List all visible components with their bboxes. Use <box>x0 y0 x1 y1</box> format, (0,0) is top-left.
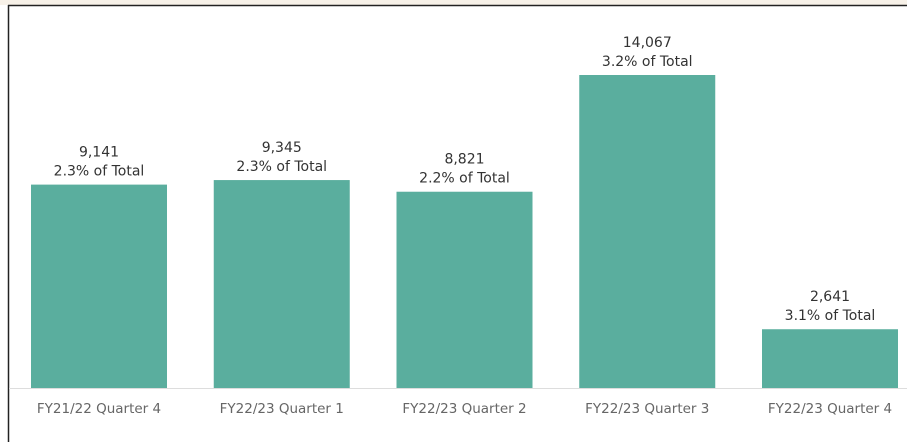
bar <box>213 180 350 388</box>
value-label: 9,345 <box>262 140 302 156</box>
top-strip <box>0 0 907 5</box>
bar <box>396 191 533 388</box>
x-tick-label: FY22/23 Quarter 1 <box>220 401 344 417</box>
percent-label: 2.2% of Total <box>419 171 510 187</box>
value-label: 14,067 <box>623 35 672 51</box>
value-label: 9,141 <box>79 145 119 161</box>
percent-label: 2.3% of Total <box>54 164 145 180</box>
bar <box>762 329 898 388</box>
x-tick-label: FY22/23 Quarter 3 <box>585 401 709 417</box>
percent-label: 3.1% of Total <box>785 308 876 324</box>
percent-label: 2.3% of Total <box>236 159 327 175</box>
x-tick-label: FY21/22 Quarter 4 <box>37 401 161 417</box>
percent-label: 3.2% of Total <box>602 54 693 70</box>
bar <box>579 75 716 388</box>
value-label: 2,641 <box>810 289 850 305</box>
x-tick-label: FY22/23 Quarter 4 <box>768 401 892 417</box>
x-tick-label: FY22/23 Quarter 2 <box>402 401 526 417</box>
bar <box>31 184 167 388</box>
value-label: 8,821 <box>444 152 484 168</box>
